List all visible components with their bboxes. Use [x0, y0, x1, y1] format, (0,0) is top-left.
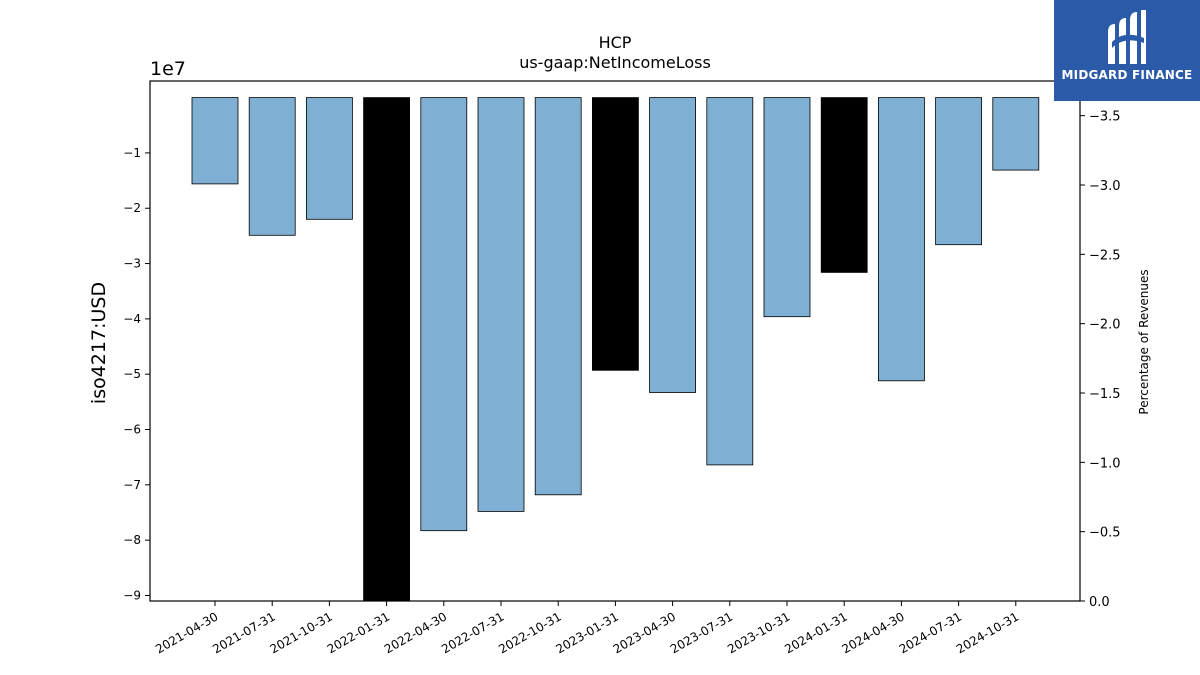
midgard-finance-logo: MIDGARD FINANCE: [1054, 0, 1200, 101]
x-tick-label: 2024-04-30: [839, 609, 906, 656]
x-tick-label: 2022-10-31: [496, 609, 563, 656]
y2-axis: 0.0 −0.5 −1.0 −1.5 −2.0 −2.5 −3.0 −3.5: [1080, 110, 1121, 610]
y-axis-label: iso4217:USD: [88, 282, 110, 404]
y-tick-label: −1: [123, 146, 141, 160]
x-tick-label: 2024-01-31: [782, 609, 849, 656]
y2-tick-label: −0.5: [1089, 526, 1121, 541]
y2-tick-label: −2.5: [1089, 248, 1121, 263]
bar-2021-07-31: [248, 97, 296, 236]
bar-2023-10-31: [763, 97, 811, 318]
y-tick-label: −3: [123, 257, 141, 271]
y-tick-label: −7: [123, 478, 141, 492]
x-tick-label: 2023-04-30: [611, 609, 678, 656]
bar-2021-04-30: [191, 97, 239, 185]
y2-tick-label: −1.5: [1089, 387, 1121, 402]
y-tick-label: −6: [123, 423, 141, 437]
y-tick-label: −8: [123, 533, 141, 547]
bar-2023-04-30: [649, 97, 696, 393]
chart-title: HCP: [599, 33, 632, 52]
bar-2024-10-31: [992, 97, 1040, 171]
x-tick-label: 2022-07-31: [439, 609, 506, 656]
x-tick-label: 2023-07-31: [668, 609, 735, 656]
y2-tick-label: −3.5: [1089, 110, 1121, 125]
x-axis: 2021-04-302021-07-312021-10-312022-01-31…: [153, 601, 1021, 656]
y-tick-label: −9: [123, 588, 141, 602]
bar-2023-01-31: [592, 97, 639, 371]
bar-2022-07-31: [477, 97, 525, 512]
bar-2022-04-30: [420, 97, 468, 532]
logo-text: MIDGARD FINANCE: [1061, 68, 1193, 82]
x-tick-label: 2024-07-31: [897, 609, 964, 656]
bar-2022-10-31: [534, 97, 582, 496]
bar-2024-04-30: [878, 97, 925, 382]
bar-2024-07-31: [935, 97, 982, 246]
bars-group: [191, 97, 1040, 602]
y-tick-label: −4: [123, 312, 141, 326]
y-axis: −9 −8 −7 −6 −5 −4 −3 −2 −1: [123, 146, 150, 602]
midgard-logo-icon: [1108, 10, 1146, 64]
y2-axis-label: Percentage of Revenues: [1137, 269, 1151, 414]
x-tick-label: 2021-04-30: [153, 609, 220, 656]
x-tick-label: 2023-10-31: [725, 609, 792, 656]
y2-tick-label: 0.0: [1089, 595, 1110, 610]
bar-2022-01-31: [363, 97, 411, 602]
x-tick-label: 2022-01-31: [325, 609, 392, 656]
plot-frame: [149, 80, 1081, 602]
x-tick-label: 2023-01-31: [553, 609, 620, 656]
x-tick-label: 2021-10-31: [267, 609, 334, 656]
bar-2023-07-31: [706, 97, 754, 466]
y-tick-label: −2: [123, 201, 141, 215]
bar-2021-10-31: [305, 97, 353, 220]
x-tick-label: 2022-04-30: [382, 609, 449, 656]
bar-2024-01-31: [820, 97, 868, 273]
chart-subtitle: us-gaap:NetIncomeLoss: [519, 53, 711, 72]
x-tick-label: 2021-07-31: [210, 609, 277, 656]
y-offset-label: 1e7: [150, 58, 186, 80]
x-tick-label: 2024-10-31: [954, 609, 1021, 656]
y2-tick-label: −1.0: [1089, 456, 1121, 471]
y2-tick-label: −2.0: [1089, 318, 1121, 333]
y-tick-label: −5: [123, 367, 141, 381]
y2-tick-label: −3.0: [1089, 179, 1121, 194]
